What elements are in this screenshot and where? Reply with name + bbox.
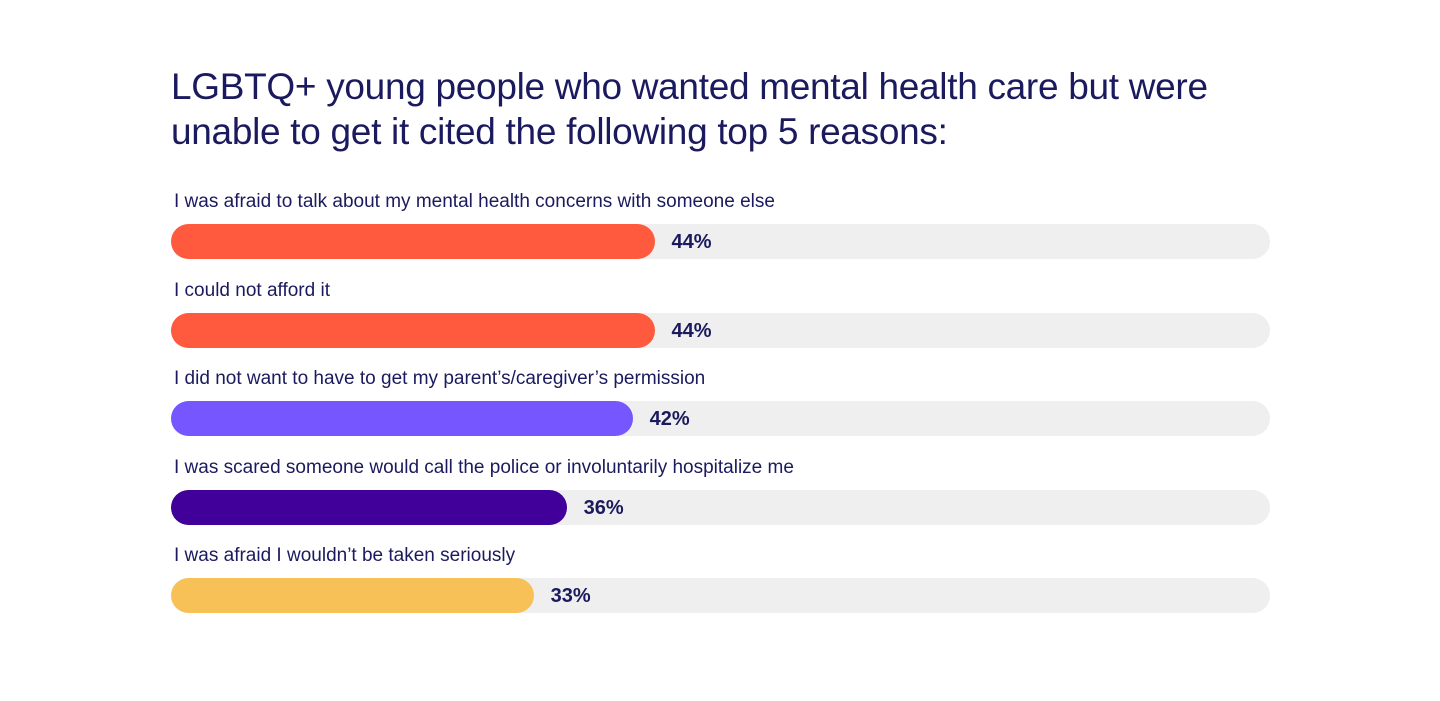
bar-track: 42%: [171, 401, 1270, 436]
bar-track: 33%: [171, 578, 1270, 613]
chart: LGBTQ+ young people who wanted mental he…: [171, 64, 1270, 634]
bar-row: I could not afford it 44%: [171, 280, 1270, 369]
bar: [171, 489, 567, 525]
bar-value-label: 42%: [649, 408, 690, 430]
bar-category-label: I was afraid I wouldn’t be taken serious…: [174, 545, 516, 566]
bar-category-label: I was scared someone would call the poli…: [174, 456, 794, 478]
bar: [171, 401, 633, 436]
bar-category-label: I was afraid to talk about my mental hea…: [174, 191, 775, 212]
bar-track: 44%: [171, 312, 1270, 348]
bar-value-label: 44%: [671, 231, 712, 253]
bar-track: 44%: [171, 224, 1270, 259]
bar-row: I was scared someone would call the poli…: [171, 457, 1270, 546]
bar-category-label: I could not afford it: [174, 279, 330, 301]
bar-row: I was afraid I wouldn’t be taken serious…: [171, 545, 1270, 634]
bar: [171, 224, 655, 259]
bar-row: I did not want to have to get my parent’…: [171, 368, 1270, 457]
bar-value-label: 36%: [583, 496, 624, 519]
bar-category-label: I did not want to have to get my parent’…: [174, 368, 706, 389]
bar-row: I was afraid to talk about my mental hea…: [171, 191, 1270, 280]
bar: [171, 312, 655, 348]
bar-value-label: 44%: [671, 319, 712, 342]
bar-track: 36%: [171, 489, 1270, 525]
bar-value-label: 33%: [550, 585, 591, 607]
bar-list: I was afraid to talk about my mental hea…: [171, 191, 1270, 634]
chart-title: LGBTQ+ young people who wanted mental he…: [171, 66, 1208, 152]
bar: [171, 578, 534, 613]
